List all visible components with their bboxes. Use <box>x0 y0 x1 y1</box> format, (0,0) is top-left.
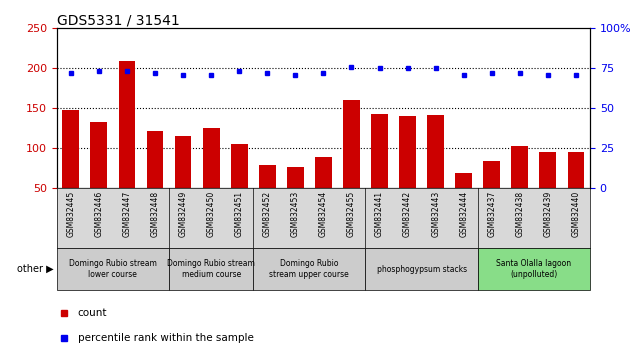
Text: GSM832455: GSM832455 <box>347 190 356 237</box>
Text: GSM832451: GSM832451 <box>235 190 244 237</box>
Text: GDS5331 / 31541: GDS5331 / 31541 <box>57 13 180 27</box>
Text: GSM832443: GSM832443 <box>431 190 440 237</box>
Text: GSM832440: GSM832440 <box>572 190 581 237</box>
FancyBboxPatch shape <box>57 248 169 290</box>
Bar <box>146 131 163 188</box>
Text: Domingo Rubio stream
lower course: Domingo Rubio stream lower course <box>69 259 157 279</box>
Text: GSM832441: GSM832441 <box>375 190 384 237</box>
Text: GSM832452: GSM832452 <box>262 190 272 237</box>
Bar <box>287 167 304 188</box>
Text: GSM832448: GSM832448 <box>151 190 160 237</box>
FancyBboxPatch shape <box>253 248 365 290</box>
FancyBboxPatch shape <box>478 248 590 290</box>
Text: GSM832444: GSM832444 <box>459 190 468 237</box>
Text: GSM832449: GSM832449 <box>179 190 187 237</box>
Bar <box>90 121 107 188</box>
Text: GSM832437: GSM832437 <box>487 190 496 237</box>
Bar <box>315 157 332 188</box>
Bar <box>203 128 220 188</box>
Text: percentile rank within the sample: percentile rank within the sample <box>78 333 254 343</box>
Text: GSM832445: GSM832445 <box>66 190 75 237</box>
FancyBboxPatch shape <box>365 248 478 290</box>
FancyBboxPatch shape <box>169 248 253 290</box>
Bar <box>540 152 557 188</box>
Text: GSM832446: GSM832446 <box>95 190 103 237</box>
Bar <box>483 161 500 188</box>
Text: GSM832439: GSM832439 <box>543 190 552 237</box>
Bar <box>259 165 276 188</box>
Text: GSM832454: GSM832454 <box>319 190 328 237</box>
Text: GSM832450: GSM832450 <box>206 190 216 237</box>
Bar <box>343 100 360 188</box>
Text: Domingo Rubio
stream upper course: Domingo Rubio stream upper course <box>269 259 349 279</box>
Bar <box>231 144 247 188</box>
Text: GSM832447: GSM832447 <box>122 190 131 237</box>
Text: Domingo Rubio stream
medium course: Domingo Rubio stream medium course <box>167 259 255 279</box>
Text: GSM832442: GSM832442 <box>403 190 412 237</box>
Bar <box>456 173 472 188</box>
Bar <box>399 116 416 188</box>
Bar <box>175 136 191 188</box>
Text: GSM832453: GSM832453 <box>291 190 300 237</box>
Text: phosphogypsum stacks: phosphogypsum stacks <box>377 264 467 274</box>
Bar <box>511 146 528 188</box>
Bar <box>427 115 444 188</box>
Text: Santa Olalla lagoon
(unpolluted): Santa Olalla lagoon (unpolluted) <box>497 259 572 279</box>
Bar <box>567 152 584 188</box>
Bar <box>371 114 388 188</box>
Text: GSM832438: GSM832438 <box>516 190 524 237</box>
Bar <box>119 61 136 188</box>
Text: other ▶: other ▶ <box>17 264 54 274</box>
Text: count: count <box>78 308 107 318</box>
Bar <box>62 110 80 188</box>
